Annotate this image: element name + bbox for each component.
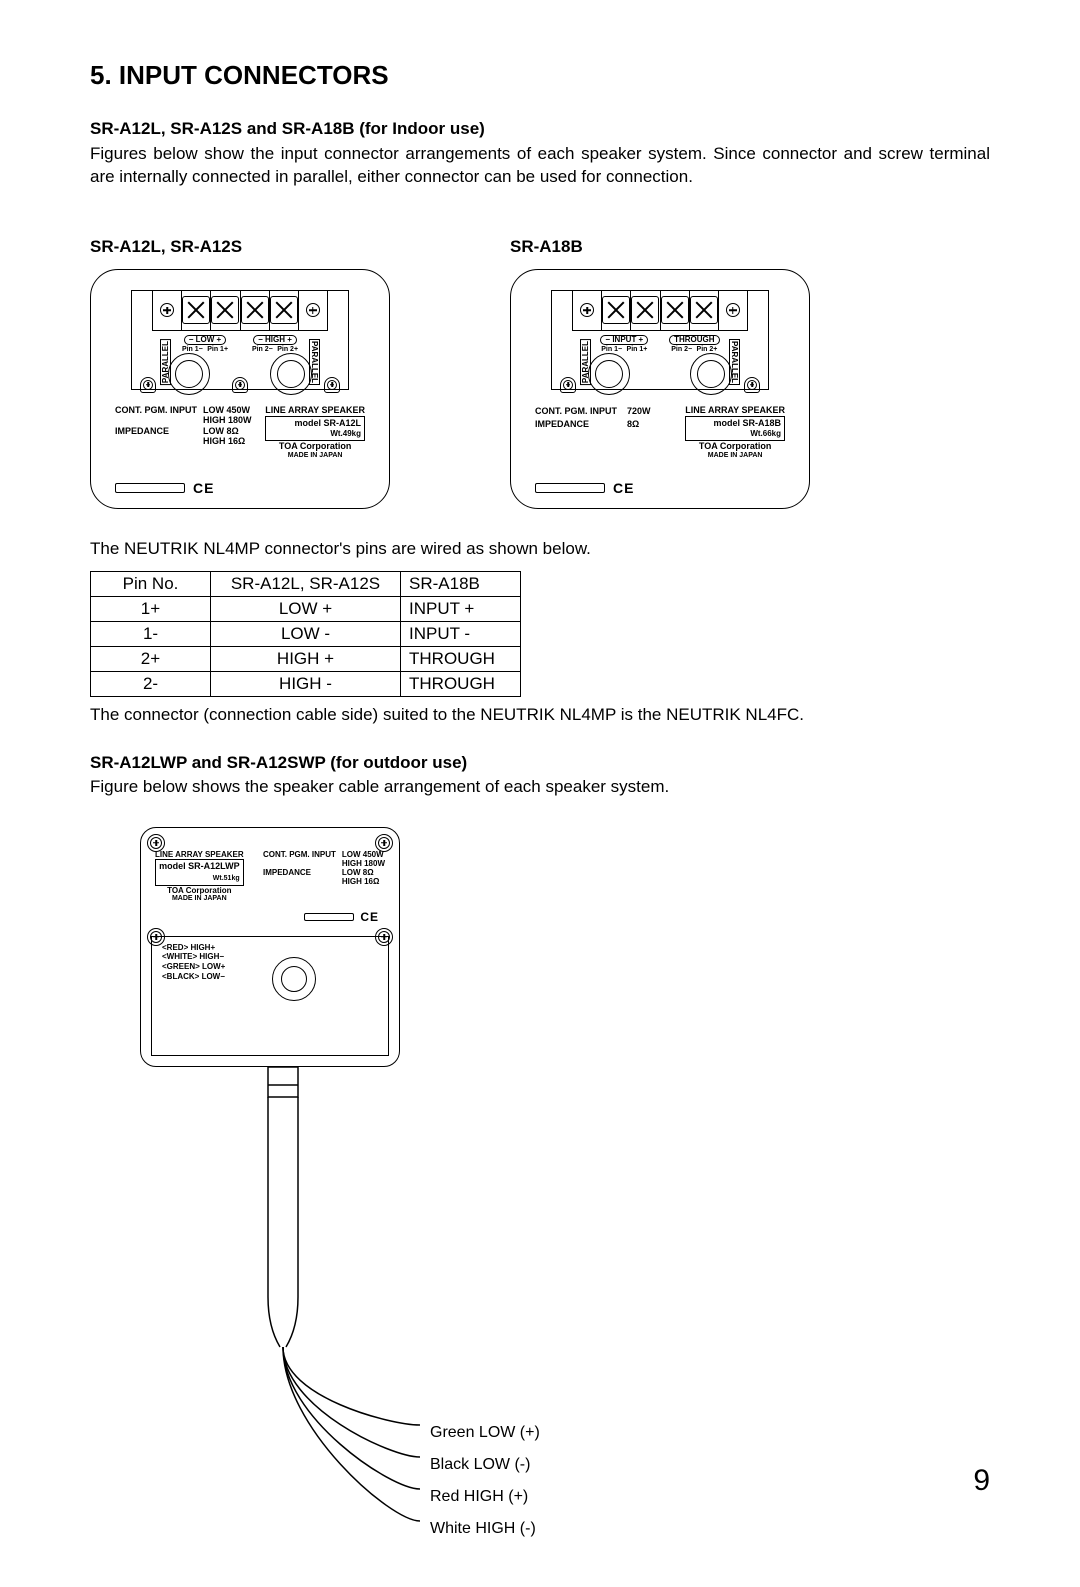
screw-icon [744,377,760,393]
speakon-connector [588,353,630,395]
cable-gland-icon [272,957,316,1001]
screw-icon [306,303,320,317]
screw-icon [140,377,156,393]
right-panel: − INPUT + Pin 1− Pin 1+ THROUGH Pin 2− P… [510,269,810,509]
terminal-strip [572,291,748,331]
terminal-icon [664,299,686,321]
ce-row: CE [535,480,785,496]
outdoor-body: Figure below shows the speaker cable arr… [90,777,990,797]
pin-labels: − LOW + Pin 1− Pin 1+ − HIGH + Pin 2− Pi… [170,335,310,353]
table-row: 1+LOW +INPUT + [91,596,521,621]
wire-label: Green LOW (+) [430,1417,540,1449]
speakon-connector [270,353,312,395]
ce-row: CE [115,480,365,496]
wp-lower-plate: <RED> HIGH+ <WHITE> HIGH− <GREEN> LOW+ <… [151,936,389,1056]
terminal-icon [244,299,266,321]
left-panel: − LOW + Pin 1− Pin 1+ − HIGH + Pin 2− Pi… [90,269,390,509]
speakon-connector [690,353,732,395]
wp-top-info: LINE ARRAY SPEAKER model SR-A12LWPWt.51k… [155,850,385,904]
terminal-icon [693,299,715,321]
right-diagram-label: SR-A18B [510,237,810,257]
wp-ce-row: CE [304,910,379,924]
terminal-icon [214,299,236,321]
screw-icon [580,303,594,317]
connector-note: The connector (connection cable side) su… [90,705,990,725]
wire-output-labels: Green LOW (+) Black LOW (-) Red HIGH (+)… [430,1417,540,1545]
slot-icon [304,913,354,921]
table-row: 2-HIGH -THROUGH [91,671,521,696]
wp-panel: LINE ARRAY SPEAKER model SR-A12LWPWt.51k… [140,827,400,1067]
speakon-connector [168,353,210,395]
ce-mark: CE [193,480,214,496]
table-row: 1-LOW -INPUT - [91,621,521,646]
left-diagram-label: SR-A12L, SR-A12S [90,237,390,257]
cable-diagram: Green LOW (+) Black LOW (-) Red HIGH (+)… [140,1067,540,1587]
terminal-icon [634,299,656,321]
terminal-strip [152,291,328,331]
page-number: 9 [973,1464,990,1498]
pin-labels: − INPUT + Pin 1− Pin 1+ THROUGH Pin 2− P… [590,335,730,353]
section-title: 5. INPUT CONNECTORS [90,60,990,91]
screw-icon [232,377,248,393]
section-title-text: INPUT CONNECTORS [119,60,389,90]
terminal-icon [273,299,295,321]
wire-label: Red HIGH (+) [430,1481,540,1513]
outdoor-heading: SR-A12LWP and SR-A12SWP (for outdoor use… [90,753,990,773]
right-diagram-col: SR-A18B − INPUT + Pin 1− Pin 1+ [510,237,810,509]
screw-icon [160,303,174,317]
ce-mark: CE [360,910,379,924]
indoor-heading: SR-A12L, SR-A12S and SR-A18B (for Indoor… [90,119,990,139]
table-row: 2+HIGH +THROUGH [91,646,521,671]
screw-icon [560,377,576,393]
left-diagram-col: SR-A12L, SR-A12S − LOW + Pin 1− Pin 1+ [90,237,390,509]
upper-plate: − INPUT + Pin 1− Pin 1+ THROUGH Pin 2− P… [551,290,769,390]
terminal-icon [185,299,207,321]
ce-mark: CE [613,480,634,496]
indoor-body: Figures below show the input connector a… [90,143,990,189]
terminal-icon [605,299,627,321]
slot-icon [535,483,605,493]
screw-icon [324,377,340,393]
pin-table: Pin No. SR-A12L, SR-A12S SR-A18B 1+LOW +… [90,571,521,697]
wp-wire-labels: <RED> HIGH+ <WHITE> HIGH− <GREEN> LOW+ <… [162,943,225,981]
pin-intro: The NEUTRIK NL4MP connector's pins are w… [90,539,990,559]
wire-label: White HIGH (-) [430,1513,540,1545]
wire-label: Black LOW (-) [430,1449,540,1481]
section-number: 5. [90,60,112,90]
table-row: Pin No. SR-A12L, SR-A12S SR-A18B [91,571,521,596]
slot-icon [115,483,185,493]
panel-spec-block: CONT. PGM. INPUTIMPEDANCE LOW 450WHIGH 1… [115,405,365,461]
diagram-row: SR-A12L, SR-A12S − LOW + Pin 1− Pin 1+ [90,237,990,509]
panel-spec-block: CONT. PGM. INPUTIMPEDANCE 720W8Ω LINE AR… [535,405,785,461]
upper-plate: − LOW + Pin 1− Pin 1+ − HIGH + Pin 2− Pi… [131,290,349,390]
screw-icon [726,303,740,317]
